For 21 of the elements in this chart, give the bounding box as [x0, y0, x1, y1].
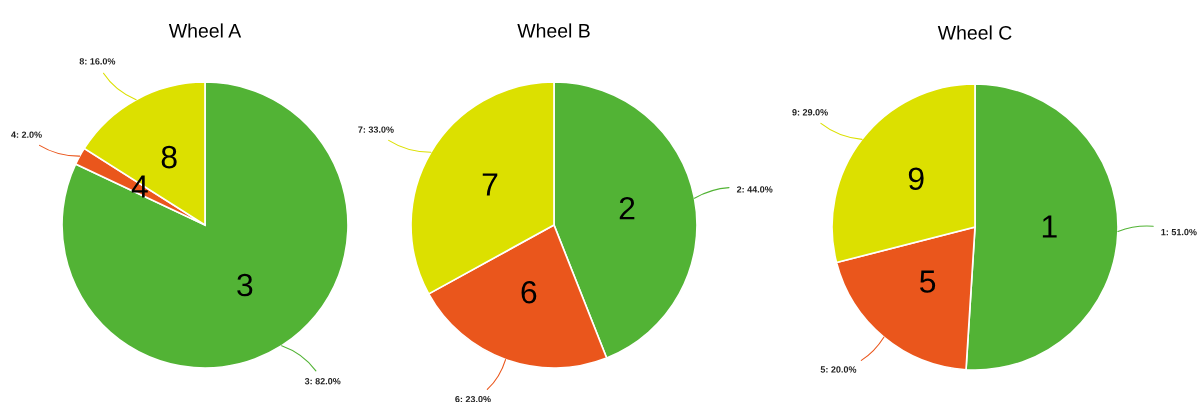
- slice-label: 9: [908, 167, 924, 190]
- slice-label: 1: [1042, 215, 1057, 238]
- data-label: 6: 23.0%: [455, 395, 491, 402]
- data-label: 9: 29.0%: [792, 109, 828, 116]
- pie-slice: [61, 81, 349, 369]
- data-label: 8: 16.0%: [79, 58, 116, 65]
- slice-label: 3: [237, 273, 253, 297]
- slice-label: 2: [619, 197, 635, 220]
- chart-title: Wheel C: [937, 25, 1012, 40]
- data-label: 4: 2.0%: [11, 131, 42, 138]
- slice-label: 8: [161, 145, 177, 169]
- data-label: 2: 44.0%: [736, 186, 773, 193]
- slice-label: 5: [920, 270, 936, 293]
- slice-label: 7: [482, 173, 498, 196]
- data-label: 7: 33.0%: [358, 126, 394, 133]
- data-label: 5: 20.0%: [820, 366, 857, 373]
- slice-label: 6: [521, 280, 537, 304]
- data-label: 3: 82.0%: [304, 377, 341, 385]
- data-label: 1: 51.0%: [1161, 228, 1197, 236]
- chart-title: Wheel B: [517, 23, 590, 38]
- chart-title: Wheel A: [168, 23, 242, 38]
